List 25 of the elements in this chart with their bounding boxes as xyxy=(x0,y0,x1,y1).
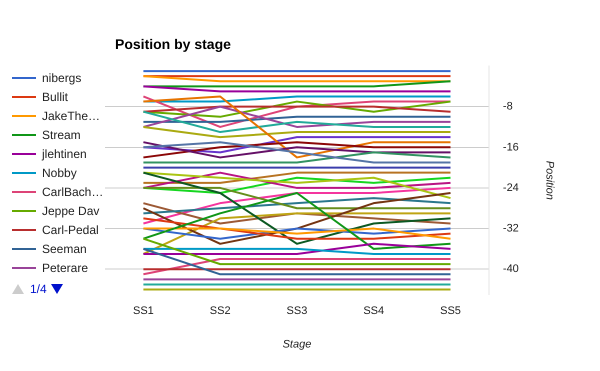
legend-label: Seeman xyxy=(42,242,87,256)
text: 1/4 xyxy=(30,282,47,296)
x-axis-title: Stage xyxy=(282,338,312,350)
legend-label: jlehtinen xyxy=(42,146,87,160)
x-tick-label: SS1 xyxy=(132,305,154,318)
x-tick-label: SS3 xyxy=(286,305,308,318)
y-tick-label: -24 xyxy=(502,182,519,194)
legend-label: CarlBach… xyxy=(42,184,104,198)
legend-label: Jeppe Dav xyxy=(42,204,100,218)
y-axis-title: Position xyxy=(543,160,556,200)
chart-title: Position by stage xyxy=(115,36,231,52)
y-tick-label: -8 xyxy=(502,100,513,113)
x-tick-label: SS2 xyxy=(210,305,231,318)
x-tick-label: SS5 xyxy=(440,305,461,318)
y-tick-label: -32 xyxy=(502,222,519,235)
y-tick-label: -16 xyxy=(502,141,519,154)
legend-label: Carl-Pedal xyxy=(42,222,99,236)
y-tick-label: -40 xyxy=(502,263,519,276)
x-tick-label: SS4 xyxy=(363,305,384,318)
legend-label: Bullit xyxy=(42,90,68,104)
legend-label: Stream xyxy=(42,128,81,142)
legend-label: nibergs xyxy=(42,70,82,84)
legend-label: Peterare xyxy=(42,260,88,274)
legend-label: JakeThe… xyxy=(42,108,100,122)
legend-label: Nobby xyxy=(42,166,77,180)
